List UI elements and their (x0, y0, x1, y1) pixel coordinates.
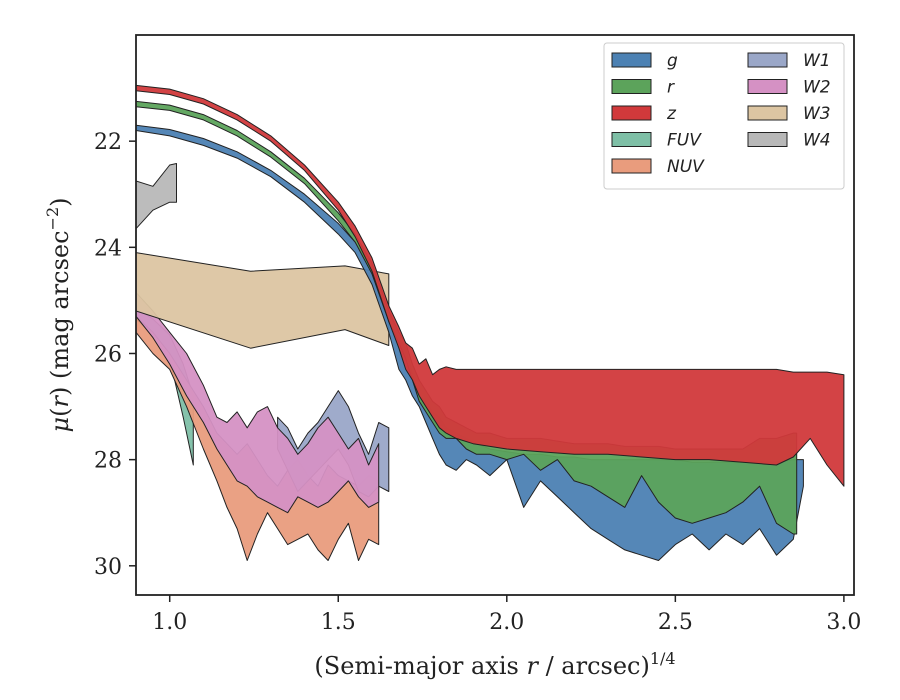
band-w3 (136, 252, 390, 349)
x-tick-label: 2.0 (489, 610, 524, 635)
x-axis-label: (Semi-major axis r / arcsec)1/4 (314, 649, 675, 680)
legend-swatch-z (611, 105, 652, 121)
x-axis-ticks: 1.0 1.5 2.0 2.5 3.0 (152, 595, 861, 635)
legend-label-fuv: FUV (667, 131, 702, 151)
legend-swatch-nuv (611, 158, 652, 174)
band-z (136, 84, 845, 487)
legend-label-nuv: NUV (667, 157, 705, 177)
legend-label-w3: W3 (803, 104, 831, 124)
y-tick-label: 28 (94, 449, 122, 474)
legend-swatch-r (611, 79, 652, 94)
legend-label-w4: W4 (803, 131, 831, 151)
legend: grz FUV NUV W1 W2 W3 W4 (603, 42, 845, 190)
legend-swatch-g (611, 52, 652, 68)
x-tick-label: 3.0 (826, 610, 861, 635)
plot-frame (135, 34, 855, 596)
legend-label-w1: W1 (803, 51, 831, 71)
legend-label-r: r (667, 78, 675, 98)
y-tick-label: 24 (94, 236, 122, 261)
y-tick-label: 30 (94, 555, 122, 580)
legend-label-w2: W2 (803, 78, 831, 98)
x-tick-label: 1.0 (152, 610, 187, 635)
band-w4 (136, 163, 177, 230)
legend-swatch-w3 (747, 105, 788, 121)
y-axis-ticks: 22 24 26 28 30 (94, 130, 136, 580)
y-tick-label: 26 (94, 342, 122, 367)
legend-swatch-w2 (747, 79, 788, 94)
series-layer (136, 84, 845, 561)
legend-swatch-fuv (611, 132, 652, 147)
y-axis-label: μ(r) (mag arcsec−2) (43, 197, 74, 432)
legend-swatch-w4 (747, 132, 788, 147)
legend-swatch-w1 (747, 52, 788, 68)
band-w2 (136, 291, 380, 514)
x-tick-label: 1.5 (321, 610, 356, 635)
x-tick-label: 2.5 (658, 610, 693, 635)
y-tick-label: 22 (94, 130, 122, 155)
legend-label-g: g (667, 51, 678, 71)
legend-label-z: z (666, 104, 677, 124)
